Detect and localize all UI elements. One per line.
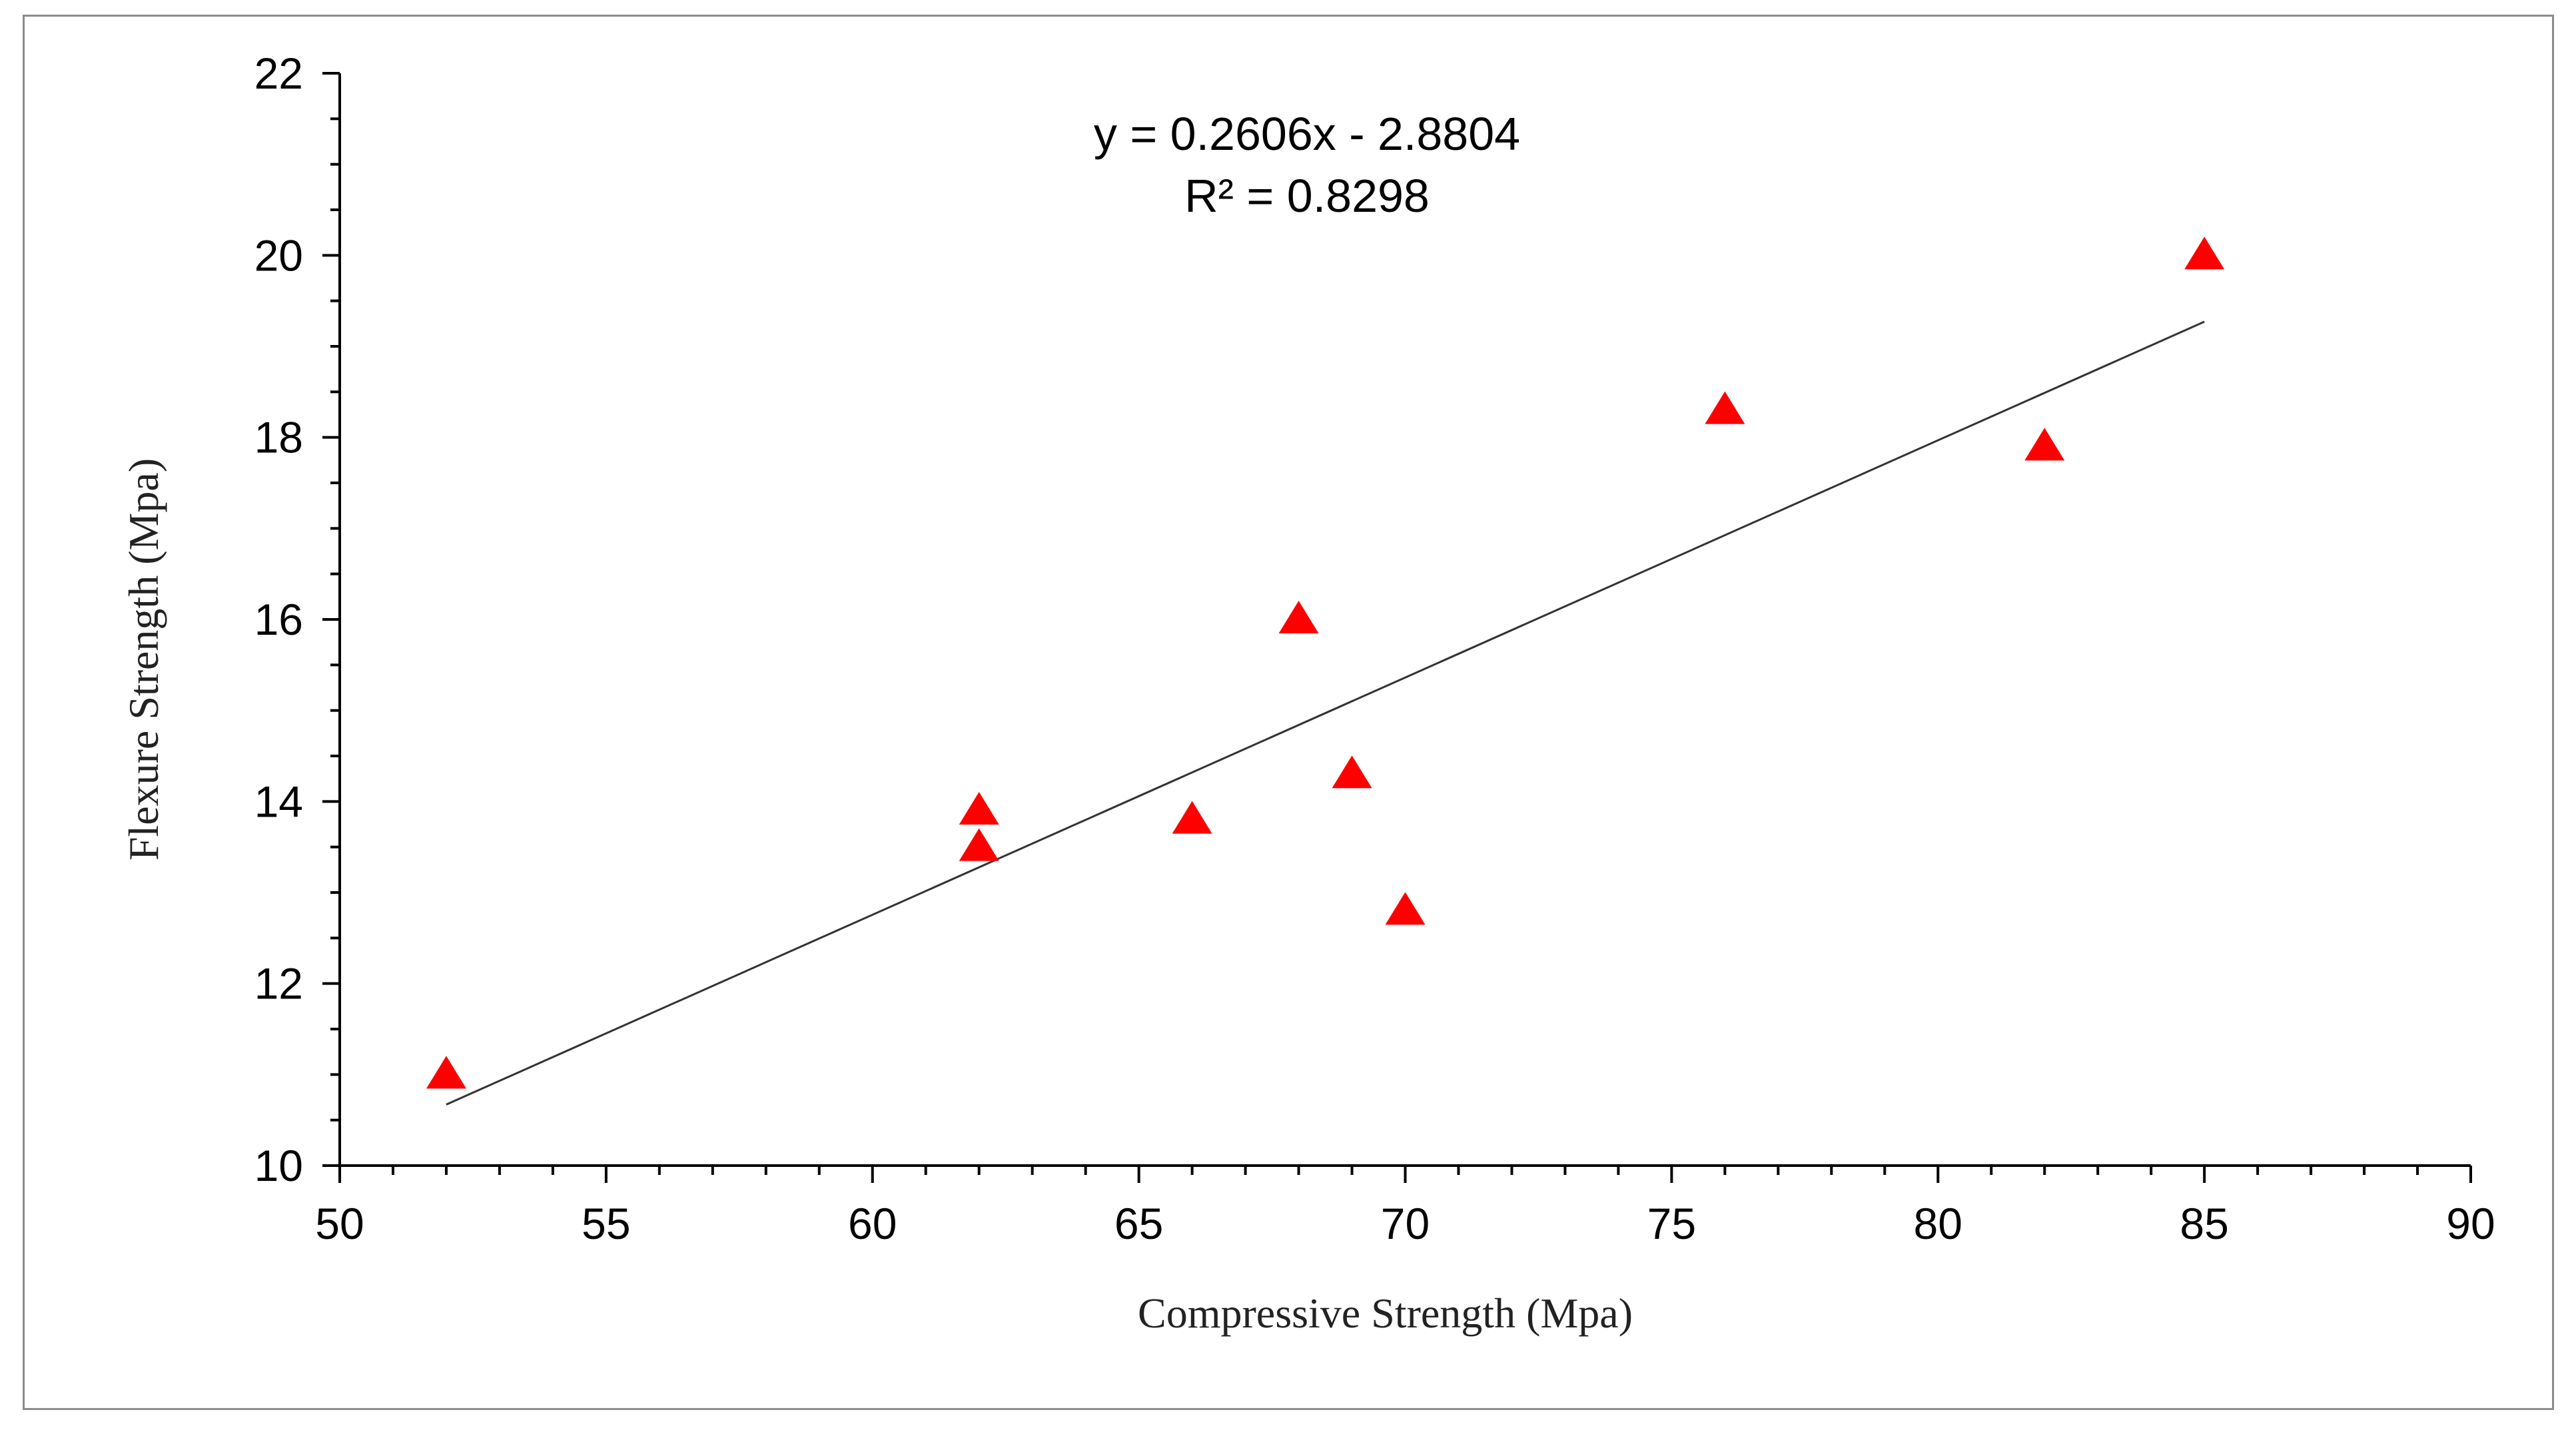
x-tick-label: 55 (582, 1199, 630, 1248)
data-points (426, 236, 2225, 1089)
y-tick-label: 10 (254, 1141, 303, 1190)
data-point (959, 828, 999, 861)
trendline (446, 320, 2205, 1106)
x-tick-label: 90 (2446, 1199, 2495, 1248)
data-point (1172, 801, 1212, 834)
y-tick-label: 14 (254, 777, 303, 826)
x-tick-label: 75 (1647, 1199, 1696, 1248)
x-tick-label: 50 (315, 1199, 364, 1248)
x-tick-label: 70 (1381, 1199, 1430, 1248)
data-point (2024, 428, 2065, 461)
x-tick-label: 80 (1914, 1199, 1962, 1248)
x-ticks: 50 55 60 65 70 75 80 85 90 (315, 1166, 2495, 1248)
y-tick-label: 18 (254, 413, 303, 462)
data-point (959, 792, 999, 825)
y-tick-label: 22 (254, 49, 303, 98)
data-point (2184, 236, 2225, 270)
y-tick-label: 16 (254, 595, 303, 644)
y-axis-title: Flexure Strength (Mpa) (120, 458, 167, 861)
axes: 50 55 60 65 70 75 80 85 90 10 12 14 16 18 20 22 (254, 49, 2495, 1248)
y-tick-label: 12 (254, 959, 303, 1008)
data-point (1278, 601, 1319, 633)
data-point (1705, 391, 1745, 424)
data-point (1332, 755, 1372, 789)
y-ticks: 10 12 14 16 18 20 22 (254, 49, 340, 1190)
r-squared-label: R² = 0.8298 (1184, 170, 1430, 222)
scatter-chart: 50 55 60 65 70 75 80 85 90 10 12 14 16 18 20 22 y = 0.… (120, 49, 2495, 1337)
x-axis-title: Compressive Strength (Mpa) (1138, 1289, 1633, 1337)
x-tick-label: 85 (2180, 1199, 2228, 1248)
y-tick-label: 20 (254, 230, 303, 280)
data-point (426, 1056, 466, 1089)
x-tick-label: 60 (848, 1199, 897, 1248)
x-tick-label: 65 (1114, 1199, 1163, 1248)
data-point (1385, 892, 1426, 925)
chart-frame: 50 55 60 65 70 75 80 85 90 10 12 14 16 18 20 22 y = 0.… (23, 15, 2554, 1410)
trendline-equation: y = 0.2606x - 2.8804 (1094, 108, 1520, 160)
